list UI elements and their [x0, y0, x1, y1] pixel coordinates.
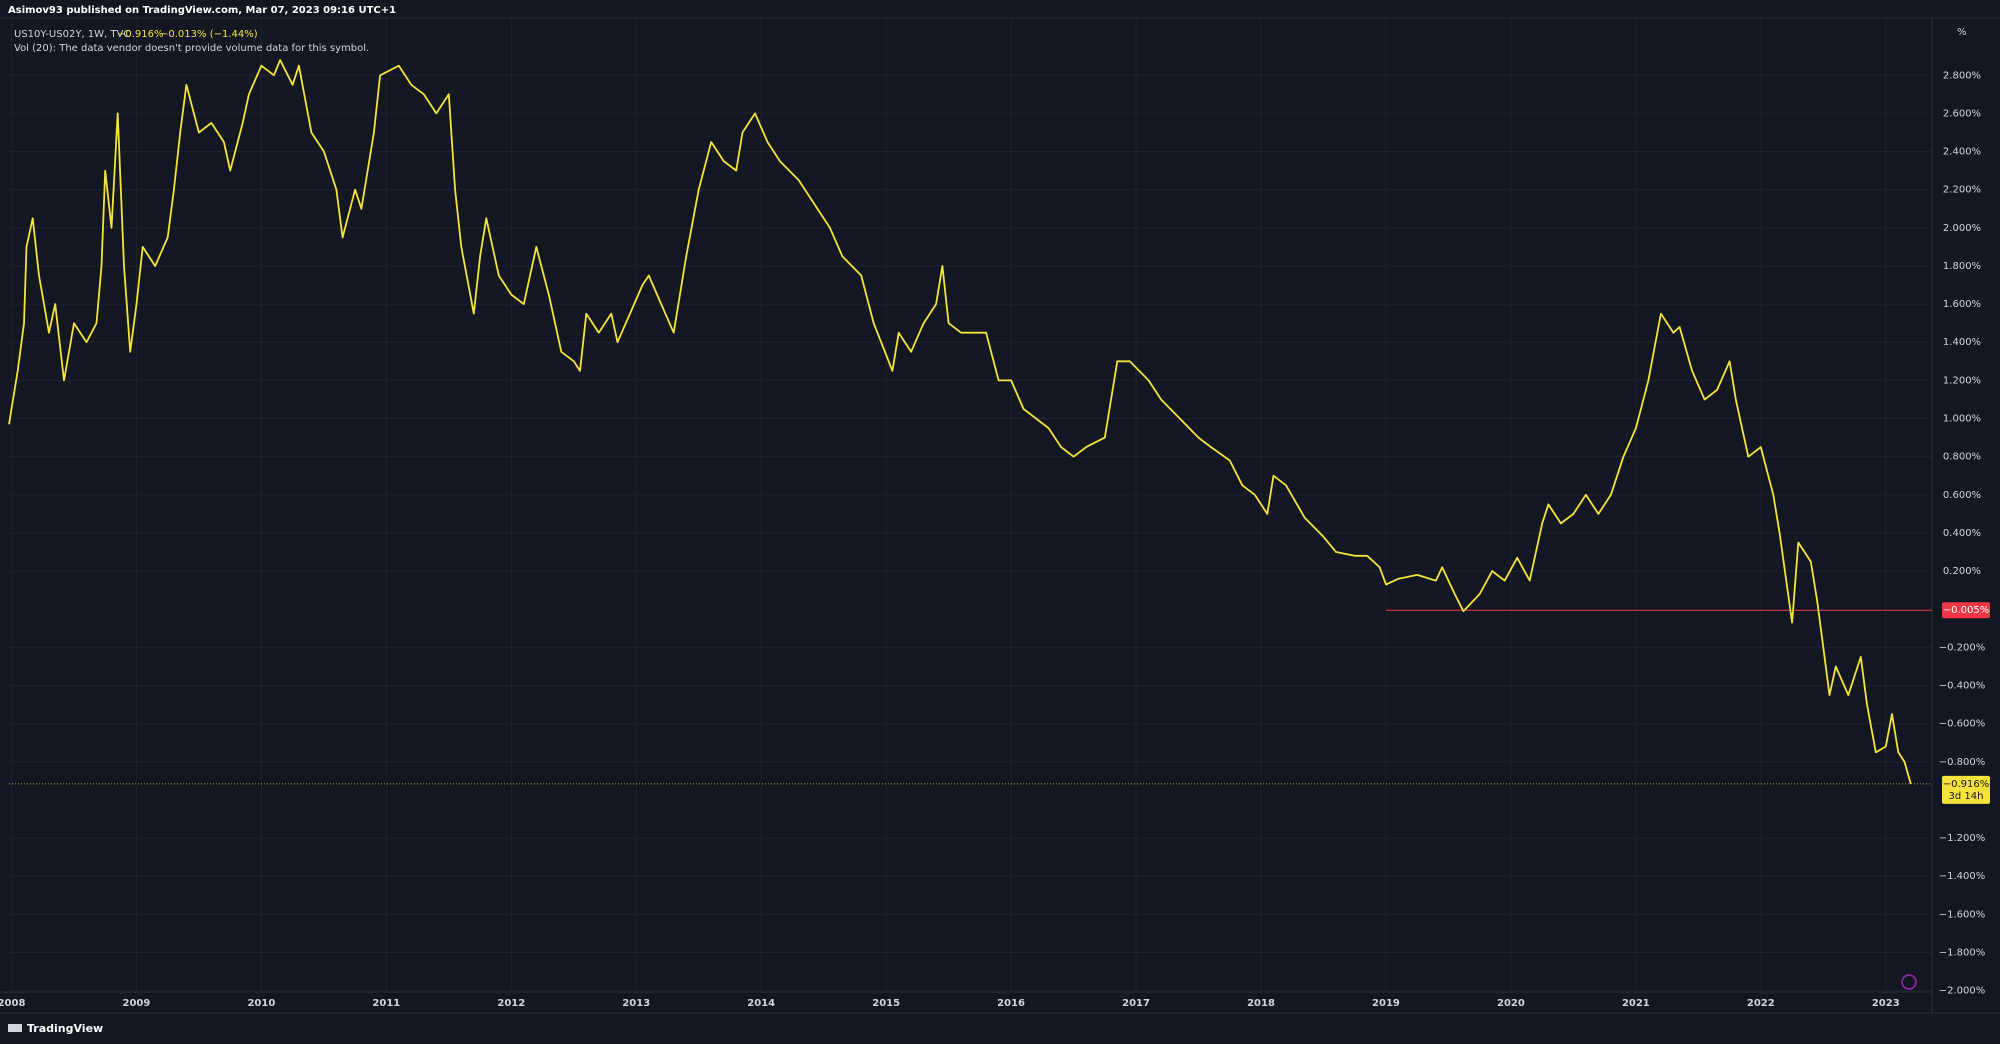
x-tick-label: 2017	[1122, 998, 1150, 1009]
y-tick-label: −1.400%	[1939, 871, 1986, 882]
y-tick-label: 1.600%	[1943, 299, 1981, 310]
y-tick-label: 1.400%	[1943, 337, 1981, 348]
logo	[8, 1024, 22, 1032]
last-price-bg	[1942, 775, 1990, 804]
x-tick-label: 2012	[497, 998, 525, 1009]
y-tick-label: 0.200%	[1943, 566, 1981, 577]
y-tick-label: 0.800%	[1943, 452, 1981, 463]
y-tick-label: 2.400%	[1943, 147, 1981, 158]
y-tick-label: −1.200%	[1939, 833, 1986, 844]
x-tick-label: 2023	[1872, 998, 1900, 1009]
change: −0.013% (−1.44%)	[160, 29, 258, 40]
y-tick-label: −0.200%	[1939, 642, 1986, 653]
x-tick-label: 2010	[247, 998, 275, 1009]
countdown-label: 3d 14h	[1949, 791, 1984, 802]
x-tick-label: 2013	[622, 998, 650, 1009]
level-label: −0.005%	[1943, 605, 1990, 616]
y-tick-label: 2.800%	[1943, 70, 1981, 81]
last-price-label: −0.916%	[1943, 779, 1990, 790]
header: Asimov93 published on TradingView.com, M…	[8, 5, 396, 16]
y-tick-label: −0.600%	[1939, 719, 1986, 730]
y-tick-label: 0.400%	[1943, 528, 1981, 539]
y-tick-label: 2.000%	[1943, 223, 1981, 234]
x-tick-label: 2014	[747, 998, 775, 1009]
alert-icon[interactable]	[1901, 974, 1917, 990]
x-tick-label: 2021	[1622, 998, 1650, 1009]
footer-brand: TradingView	[27, 1022, 103, 1035]
y-tick-label: 2.200%	[1943, 185, 1981, 196]
x-tick-label: 2011	[372, 998, 400, 1009]
grid	[9, 18, 1932, 992]
x-tick-label: 2009	[123, 998, 151, 1009]
x-tick-label: 2022	[1747, 998, 1775, 1009]
x-tick-label: 2018	[1247, 998, 1275, 1009]
level-label-bg	[1942, 602, 1990, 619]
x-tick-label: 2016	[997, 998, 1025, 1009]
y-tick-label: −0.400%	[1939, 681, 1986, 692]
y-tick-label: 1.200%	[1943, 375, 1981, 386]
symbol-name: US10Y-US02Y, 1W, TVC	[14, 29, 130, 40]
y-tick-label: 2.600%	[1943, 108, 1981, 119]
x-tick-label: 2020	[1497, 998, 1525, 1009]
volume-note: Vol (20): The data vendor doesn't provid…	[14, 43, 369, 54]
axis-unit: %	[1957, 27, 1967, 38]
last-value: −0.916%	[117, 29, 164, 40]
y-tick-label: 1.000%	[1943, 414, 1981, 425]
y-tick-label: −2.000%	[1939, 986, 1986, 997]
y-tick-label: 0.600%	[1943, 490, 1981, 501]
y-tick-label: −1.600%	[1939, 909, 1986, 920]
y-tick-label: −1.800%	[1939, 948, 1986, 959]
y-tick-label: 1.800%	[1943, 261, 1981, 272]
x-tick-label: 2019	[1372, 998, 1400, 1009]
x-tick-label: 2015	[872, 998, 900, 1009]
price-line	[8, 59, 1912, 785]
x-tick-label: 2008	[0, 998, 25, 1009]
y-tick-label: −0.800%	[1939, 757, 1986, 768]
